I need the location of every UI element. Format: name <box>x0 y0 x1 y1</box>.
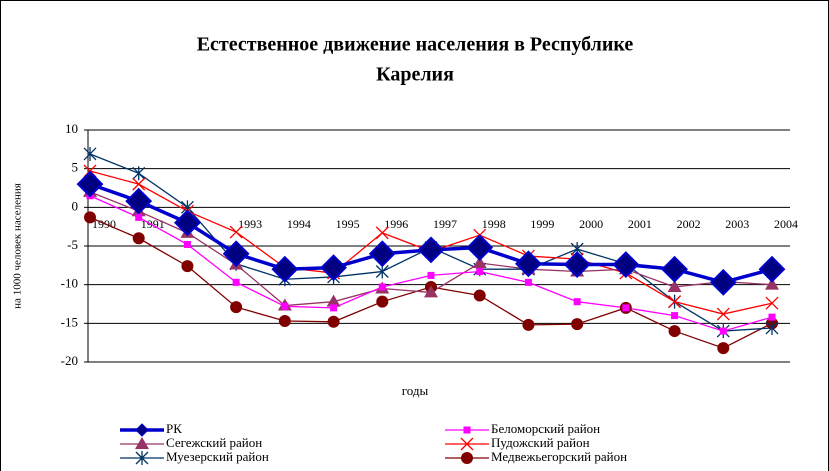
x-tick-label: 1995 <box>336 217 360 231</box>
legend-marker <box>135 423 149 437</box>
x-tick-label: 2004 <box>774 217 798 231</box>
marker <box>375 226 389 240</box>
y-tick-label: -15 <box>61 314 78 329</box>
chart-title: Естественное движение населения в Респуб… <box>197 34 634 56</box>
marker <box>230 301 243 314</box>
legend-label: Сегежский район <box>166 435 262 450</box>
marker <box>661 255 688 283</box>
marker <box>472 256 487 269</box>
x-tick-label: 1993 <box>238 217 262 231</box>
x-tick-label: 2001 <box>628 217 652 231</box>
marker <box>668 295 682 309</box>
x-tick-label: 1997 <box>433 217 457 231</box>
marker <box>515 250 542 278</box>
marker <box>466 234 494 261</box>
marker <box>424 285 438 298</box>
marker <box>765 320 779 335</box>
y-tick-label: -10 <box>61 276 78 291</box>
marker <box>183 240 191 248</box>
marker <box>573 298 581 306</box>
marker <box>765 296 779 310</box>
marker <box>378 283 386 291</box>
marker <box>667 279 682 292</box>
marker <box>229 225 243 239</box>
y-tick-label: -20 <box>61 353 78 368</box>
marker <box>125 187 153 215</box>
marker <box>717 342 730 355</box>
y-tick-label: 0 <box>72 198 79 213</box>
x-tick-label: 1998 <box>482 217 506 231</box>
legend-label: РК <box>166 421 182 436</box>
marker <box>522 318 535 331</box>
marker <box>719 327 727 335</box>
marker <box>132 232 145 245</box>
y-axis-label: на 1000 человек населения <box>12 183 24 309</box>
legend-marker <box>135 437 149 449</box>
legend-label: Беломорский район <box>491 421 600 436</box>
marker <box>368 240 396 268</box>
x-tick-label: 2003 <box>725 217 749 231</box>
x-tick-label: 1999 <box>530 217 554 231</box>
legend-label: Пудожский район <box>491 435 590 450</box>
marker <box>758 255 786 283</box>
legend-label: Муезерский район <box>166 449 269 464</box>
marker <box>524 278 532 286</box>
marker <box>376 295 389 308</box>
marker <box>278 315 291 328</box>
marker <box>765 277 779 290</box>
marker <box>476 268 484 276</box>
marker <box>132 177 146 191</box>
marker <box>473 289 486 302</box>
marker <box>326 294 341 307</box>
marker <box>622 304 630 312</box>
legend-label: Медвежьегорский район <box>491 449 627 464</box>
y-tick-label: -5 <box>67 237 78 252</box>
marker <box>563 251 591 278</box>
y-tick-label: 10 <box>65 121 78 136</box>
chart-title: Карелия <box>376 64 454 86</box>
marker <box>427 271 435 279</box>
marker <box>222 240 250 268</box>
marker <box>671 312 679 320</box>
marker <box>768 313 776 321</box>
marker <box>174 209 201 237</box>
marker <box>417 236 445 264</box>
x-tick-label: 1994 <box>287 217 311 231</box>
marker <box>709 268 737 296</box>
marker <box>84 211 96 224</box>
legend-marker <box>135 451 149 465</box>
marker <box>330 304 338 312</box>
marker <box>83 146 97 161</box>
legend-marker <box>460 437 474 451</box>
x-tick-label: 2000 <box>579 217 603 231</box>
x-tick-label: 1996 <box>384 217 408 231</box>
marker <box>612 251 640 278</box>
marker <box>135 213 143 221</box>
marker <box>271 255 299 283</box>
x-tick-label: 2002 <box>677 217 701 231</box>
x-axis-label: годы <box>402 383 429 398</box>
marker <box>132 166 146 181</box>
legend-marker <box>461 452 473 464</box>
marker <box>571 318 584 331</box>
marker <box>320 254 347 282</box>
marker <box>327 315 340 328</box>
marker <box>281 302 289 310</box>
legend-marker <box>463 426 471 434</box>
marker <box>668 325 681 338</box>
marker <box>76 170 104 198</box>
marker <box>716 307 730 321</box>
marker <box>181 260 194 273</box>
marker <box>232 278 240 286</box>
x-tick-label: 1991 <box>141 217 165 231</box>
y-tick-label: 5 <box>72 160 79 175</box>
